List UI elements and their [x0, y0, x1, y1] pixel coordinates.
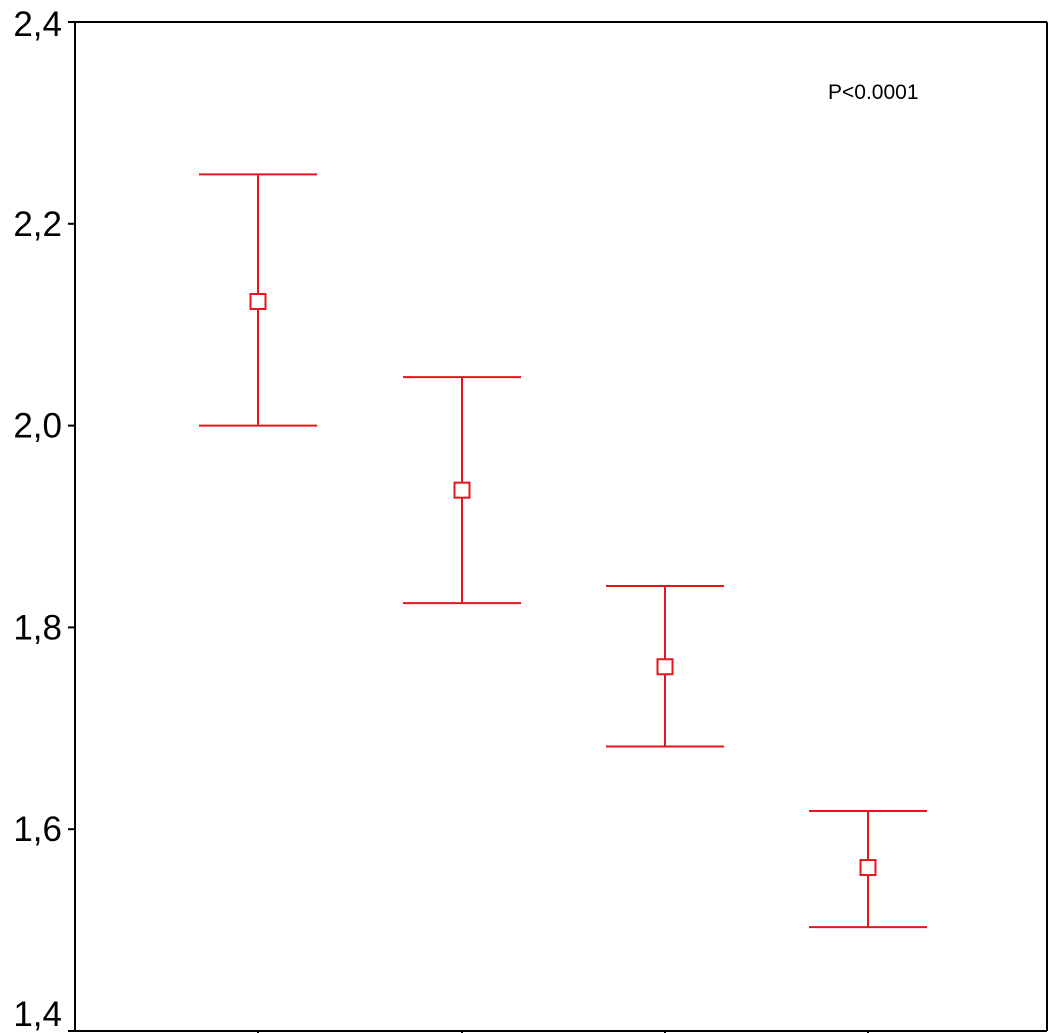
y-tick-label: 2,0 — [13, 407, 62, 446]
y-tick-label: 2,4 — [13, 5, 62, 44]
mean-marker — [249, 292, 267, 310]
mean-marker — [859, 859, 877, 877]
mean-marker — [453, 481, 471, 499]
plot-frame — [74, 21, 1048, 1032]
x-axis-ticks — [257, 1031, 869, 1033]
y-axis-ticks: 2,4 2,2 2,0 1,8 1,6 1,4 — [13, 5, 75, 1033]
y-tick-label: 1,6 — [13, 810, 62, 849]
error-bar-group — [606, 585, 724, 748]
p-value-annotation: P<0.0001 — [828, 81, 919, 104]
error-bar-group — [403, 376, 521, 605]
error-bar-series — [199, 173, 927, 929]
error-bar-group — [809, 810, 927, 929]
mean-marker — [656, 658, 674, 676]
y-tick-label: 2,2 — [13, 205, 62, 244]
annotations: P<0.0001 — [828, 81, 919, 104]
y-tick-label: 1,4 — [13, 995, 62, 1033]
y-tick-label: 1,8 — [13, 608, 62, 647]
error-bar-group — [199, 173, 317, 427]
